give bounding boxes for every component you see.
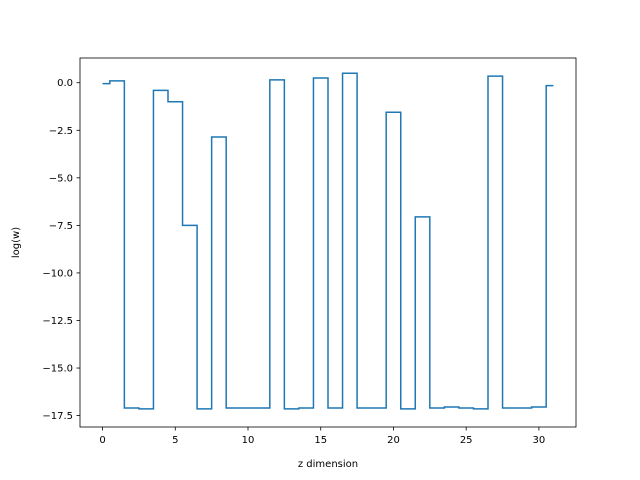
x-tick-label: 10	[242, 435, 255, 446]
x-axis-label: z dimension	[298, 459, 358, 470]
y-tick-label: 0.0	[57, 78, 73, 89]
y-tick-label: −15.0	[42, 364, 73, 375]
x-tick-label: 15	[314, 435, 327, 446]
y-tick-label: −7.5	[49, 221, 73, 232]
y-tick-label: −5.0	[49, 173, 73, 184]
y-tick-label: −12.5	[42, 316, 73, 327]
axes-frame	[79, 57, 577, 428]
y-axis-ticks: 0.0 −2.5 −5.0 −7.5 −10.0 −12.5 −15.0 −17.5	[42, 78, 80, 422]
y-tick-label: −17.5	[42, 411, 73, 422]
x-tick-label: 25	[460, 435, 473, 446]
y-tick-label: −2.5	[49, 126, 73, 137]
x-tick-label: 0	[99, 435, 105, 446]
x-axis-ticks: 0 5 10 15 20 25 30	[99, 427, 545, 446]
y-tick-label: −10.0	[42, 268, 73, 279]
x-tick-label: 30	[533, 435, 546, 446]
y-axis-label: log(w)	[11, 227, 22, 258]
x-tick-label: 5	[172, 435, 178, 446]
series-line-0	[102, 72, 554, 410]
x-tick-label: 20	[387, 435, 400, 446]
series-layer	[102, 72, 554, 410]
